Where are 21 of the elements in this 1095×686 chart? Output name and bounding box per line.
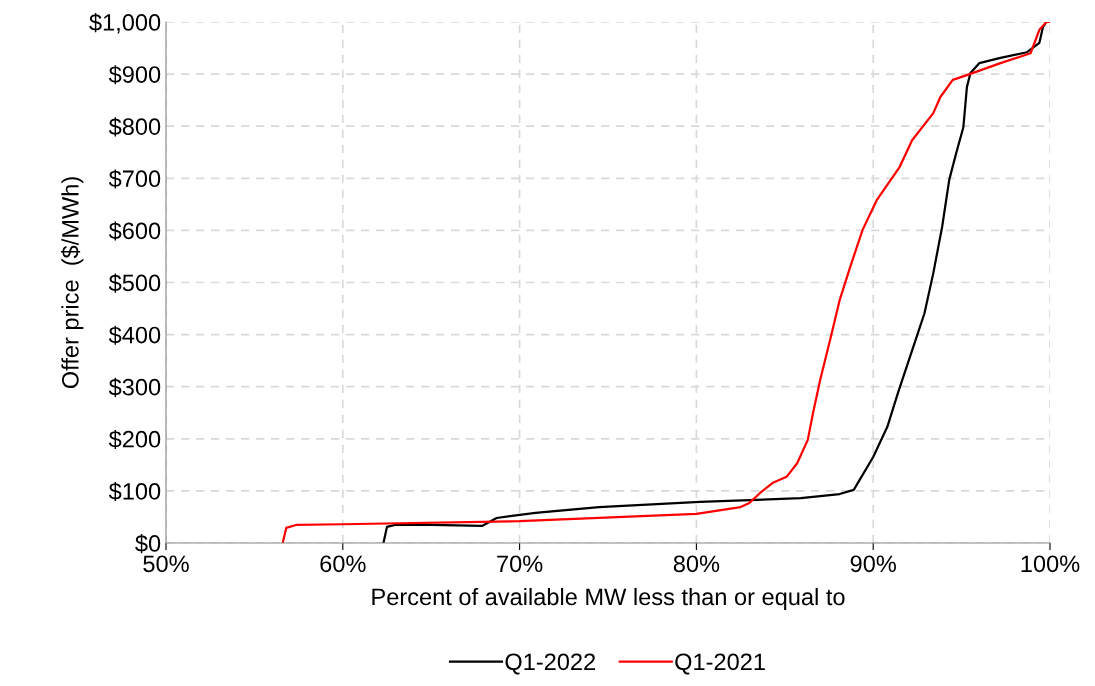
x-tick-label: 80% xyxy=(673,555,720,573)
x-tick-label: 100% xyxy=(1021,555,1080,573)
y-tick-label: $700 xyxy=(108,169,161,189)
y-tick-label: $1,000 xyxy=(89,13,161,34)
y-tick-label: $600 xyxy=(108,221,161,241)
x-tick-label: 60% xyxy=(320,555,366,573)
y-tick-label: $300 xyxy=(108,377,161,397)
x-axis-title: Percent of available MW less than or equal to xyxy=(372,587,845,610)
y-tick-label: $500 xyxy=(108,273,161,293)
x-tick-label: 90% xyxy=(850,555,896,573)
legend-label: Q1-2021 xyxy=(675,653,765,675)
x-tick-label: 70% xyxy=(497,555,543,573)
y-tick-label: $400 xyxy=(108,325,161,345)
y-tick-label: $0 xyxy=(135,534,161,554)
legend-label: Q1-2022 xyxy=(505,653,596,675)
y-tick-label: $900 xyxy=(108,65,161,85)
y-axis-title: Offer price ($/MWh) xyxy=(61,177,84,389)
y-tick-label: $100 xyxy=(108,481,161,502)
x-tick-label: 50% xyxy=(143,555,189,573)
y-tick-label: $200 xyxy=(108,429,161,449)
y-tick-label: $800 xyxy=(108,117,161,137)
